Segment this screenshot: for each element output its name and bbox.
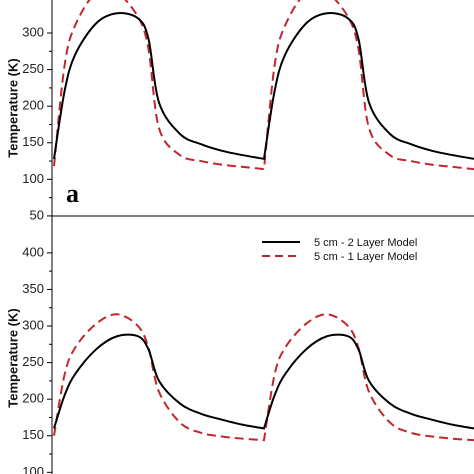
panel-top-series-solid-black-line — [53, 12, 474, 161]
panel-top-series-dashed-red-line — [53, 0, 474, 171]
panel-bottom-y-tick-label-150: 150 — [22, 427, 44, 442]
panel-bottom-y-tick-label-100: 100 — [22, 464, 44, 474]
legend-label-series-1: 5 cm - 2 Layer Model — [314, 237, 417, 249]
legend-label-series-2: 5 cm - 1 Layer Model — [314, 251, 417, 263]
panel-top-y-tick-label-200: 200 — [22, 98, 44, 113]
panel-bottom-series — [53, 313, 474, 442]
panel-top-y-axis-title: Temperature (K) — [5, 58, 20, 157]
legend: 5 cm - 2 Layer Model 5 cm - 1 Layer Mode… — [262, 237, 417, 263]
panel-top-y-tick-label-150: 150 — [22, 134, 44, 149]
panel-top-y-ticks: 50 100 150 200 250 300 — [22, 24, 52, 222]
panel-top-y-tick-label-250: 250 — [22, 61, 44, 76]
panel-bottom-y-tick-label-200: 200 — [22, 391, 44, 406]
panel-bottom-y-axis-title: Temperature (K) — [5, 308, 20, 407]
panel-top-series — [53, 0, 474, 171]
panel-bottom-y-tick-label-250: 250 — [22, 354, 44, 369]
panel-bottom-y-ticks: 100 150 200 250 300 350 400 — [22, 244, 52, 474]
panel-top-y-tick-label-50: 50 — [30, 207, 44, 222]
panel-bottom-series-dashed-red-line — [53, 313, 474, 442]
panel-top-letter: a — [66, 179, 79, 208]
panel-bottom-y-tick-label-400: 400 — [22, 244, 44, 259]
panel-top-y-tick-label-100: 100 — [22, 171, 44, 186]
panel-bottom-y-tick-label-300: 300 — [22, 317, 44, 332]
panel-bottom-y-tick-label-350: 350 — [22, 281, 44, 296]
panel-top: 50 100 150 200 250 300 Temperature (K) a — [5, 0, 474, 222]
panel-top-y-tick-label-300: 300 — [22, 24, 44, 39]
panel-bottom: 100 150 200 250 300 350 400 Temperature (K) 5 … — [5, 216, 474, 474]
panel-bottom-series-solid-black-line — [53, 333, 474, 430]
